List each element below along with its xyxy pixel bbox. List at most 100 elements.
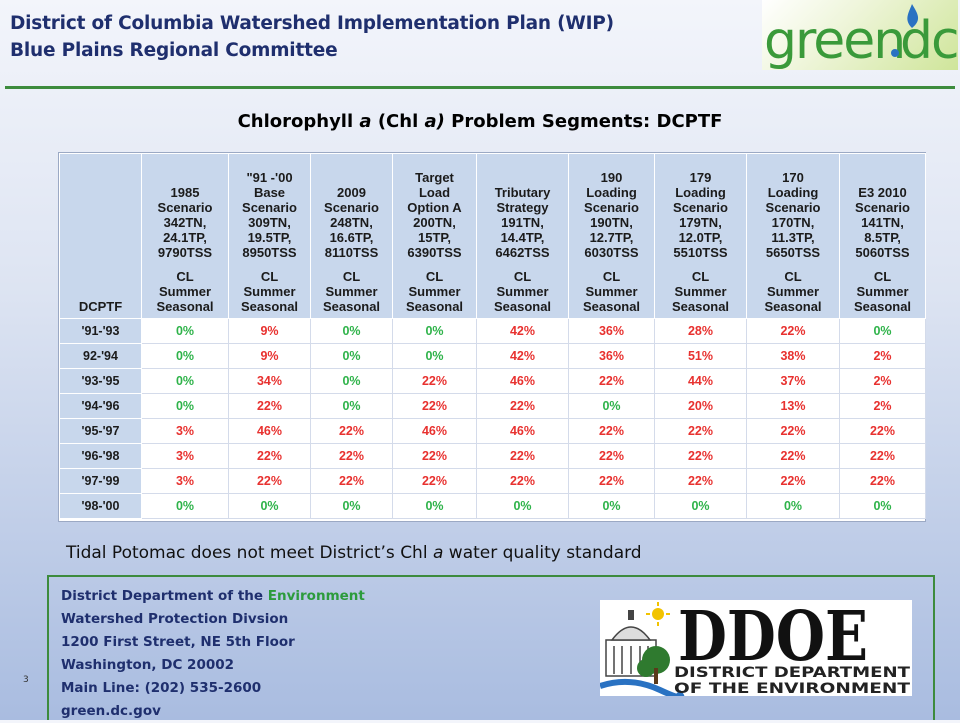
- cl-line: Summer: [585, 284, 638, 299]
- column-header-2: "91 -'00 Base Scenario 309TN, 19.5TP, 8950TSS…: [228, 153, 311, 319]
- table-cell: 22%: [310, 418, 393, 444]
- table-cell: 0%: [746, 493, 840, 519]
- table-cell: 0%: [839, 493, 926, 519]
- footnote: Tidal Potomac does not meet District’s C…: [66, 543, 642, 563]
- scenario-line: Option A: [407, 200, 462, 215]
- scenario-line: Loading: [675, 185, 726, 200]
- scenario-line: Scenario: [765, 200, 821, 215]
- table-row: '97-'99 3% 22% 22% 22% 22% 22% 22% 22% 22%: [59, 468, 926, 494]
- table-cell: 0%: [141, 318, 229, 344]
- note-part-2: water quality standard: [443, 543, 642, 563]
- column-header-3: 2009 Scenario 248TN, 16.6TP, 8110TSS CL Summer…: [310, 153, 393, 319]
- table-cell: 22%: [839, 418, 926, 444]
- cl-line: CL: [513, 269, 532, 284]
- cl-summer-seasonal-label: CL Summer Seasonal: [748, 269, 838, 314]
- sun-icon: [646, 602, 670, 626]
- cl-line: CL: [176, 269, 194, 284]
- table-cell: 0%: [310, 393, 393, 419]
- table-cell: 22%: [839, 443, 926, 469]
- contact-line-5: Main Line: (202) 535-2600: [61, 680, 262, 696]
- table-cell: 51%: [654, 343, 747, 369]
- scenario-label: 179 Loading Scenario 179TN, 12.0TP, 5510TSS: [656, 170, 745, 260]
- cl-line: Seasonal: [322, 299, 381, 314]
- scenario-label: 170 Loading Scenario 170TN, 11.3TP, 5650TSS: [748, 170, 838, 260]
- scenario-line: E3 2010: [858, 185, 907, 200]
- table-cell: 0%: [141, 493, 229, 519]
- table-cell: 22%: [654, 418, 747, 444]
- scenario-line: Base: [253, 185, 286, 200]
- cl-line: Seasonal: [493, 299, 552, 314]
- column-header-5: Tributary Strategy 191TN, 14.4TP, 6462TSS CL S…: [476, 153, 569, 319]
- table-cell: 22%: [228, 393, 311, 419]
- scenario-line: 170TN,: [771, 215, 815, 230]
- cl-line: Seasonal: [240, 299, 299, 314]
- ddoe-wordmark: DDOE: [678, 600, 868, 677]
- table-cell: 2%: [839, 393, 926, 419]
- cl-line: Summer: [408, 284, 461, 299]
- data-table-container: DCPTF 1985 Scenario 342TN, 24.1TP, 9790TSS CL…: [58, 152, 926, 522]
- logo-droplet-icon: [907, 4, 919, 28]
- title-part-3: Problem Segments: DCPTF: [444, 111, 723, 132]
- table-cell: 22%: [654, 443, 747, 469]
- column-header-9: E3 2010 Scenario 141TN, 8.5TP, 5060TSS CL Summ…: [839, 153, 926, 319]
- title-italic-a2: a): [424, 111, 445, 132]
- table-cell: 0%: [392, 318, 477, 344]
- row-label: '93-'95: [59, 368, 142, 394]
- table-cell: 20%: [654, 393, 747, 419]
- title-part-1: Chlorophyll: [237, 111, 360, 132]
- contact-line-1: District Department of the Environment: [61, 585, 365, 608]
- table-cell: 0%: [310, 368, 393, 394]
- scenario-line: Load: [418, 185, 451, 200]
- table-title: Chlorophyll a (Chl a) Problem Segments: …: [0, 111, 960, 132]
- table-cell: 22%: [746, 318, 840, 344]
- row-label: '95-'97: [59, 418, 142, 444]
- slide-header: District of Columbia Watershed Implement…: [10, 10, 614, 64]
- scenario-line: 14.4TP,: [500, 230, 545, 245]
- table-cell: 22%: [568, 443, 655, 469]
- cl-line: CL: [602, 269, 621, 284]
- cl-line: CL: [342, 269, 361, 284]
- table-cell: 38%: [746, 343, 840, 369]
- table-cell: 22%: [310, 443, 393, 469]
- header-divider: [5, 86, 955, 89]
- scenario-line: 170: [782, 170, 804, 185]
- cl-summer-seasonal-label: CL Summer Seasonal: [478, 269, 567, 314]
- table-cell: 0%: [568, 493, 655, 519]
- table-cell: 0%: [141, 393, 229, 419]
- scenario-line: 16.6TP,: [329, 230, 374, 245]
- cl-line: Summer: [766, 284, 820, 299]
- table-cell: 22%: [476, 443, 569, 469]
- table-cell: 22%: [568, 418, 655, 444]
- scenario-label: Target Load Option A 200TN, 15TP, 6390TSS: [394, 170, 475, 260]
- table-cell: 22%: [228, 443, 311, 469]
- table-cell: 0%: [568, 393, 655, 419]
- scenario-line: 191TN,: [501, 215, 544, 230]
- scenario-line: 12.7TP,: [589, 230, 634, 245]
- scenario-line: Scenario: [673, 200, 728, 215]
- table-cell: 42%: [476, 318, 569, 344]
- scenario-line: 8950TSS: [242, 245, 297, 260]
- cl-line: Seasonal: [156, 299, 214, 314]
- contact-line-6: green.dc.gov: [61, 703, 161, 719]
- contact-info: District Department of the Environment W…: [61, 585, 365, 723]
- scenario-line: 141TN,: [861, 215, 904, 230]
- column-header-8: 170 Loading Scenario 170TN, 11.3TP, 5650TSS CL…: [746, 153, 840, 319]
- table-cell: 0%: [392, 493, 477, 519]
- cl-summer-seasonal-label: CL Summer Seasonal: [230, 269, 309, 314]
- problem-segments-table: DCPTF 1985 Scenario 342TN, 24.1TP, 9790TSS CL…: [59, 153, 926, 519]
- table-cell: 28%: [654, 318, 747, 344]
- table-cell: 22%: [392, 443, 477, 469]
- table-cell: 0%: [141, 368, 229, 394]
- scenario-label: "91 -'00 Base Scenario 309TN, 19.5TP, 8950TSS: [230, 170, 309, 260]
- table-cell: 9%: [228, 318, 311, 344]
- table-cell: 0%: [228, 493, 311, 519]
- cl-line: Seasonal: [764, 299, 822, 314]
- page-number: 3: [23, 675, 29, 685]
- table-cell: 2%: [839, 343, 926, 369]
- scenario-line: 6390TSS: [407, 245, 462, 260]
- scenario-line: 6030TSS: [584, 245, 639, 260]
- scenario-line: 179TN,: [679, 215, 722, 230]
- table-cell: 37%: [746, 368, 840, 394]
- table-cell: 22%: [568, 368, 655, 394]
- cl-summer-seasonal-label: CL Summer Seasonal: [656, 269, 745, 314]
